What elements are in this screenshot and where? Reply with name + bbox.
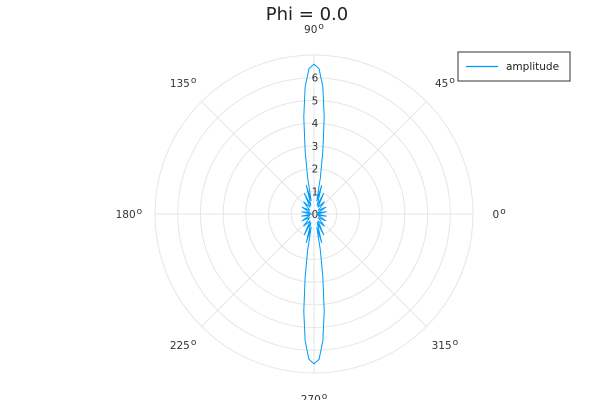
chart-title: Phi = 0.0 [266, 4, 348, 25]
radial-tick-label: 5 [312, 95, 319, 107]
series-line-amplitude [301, 63, 327, 365]
radial-tick-label: 3 [312, 141, 319, 153]
radial-tick-label: 2 [312, 164, 319, 176]
legend-label-amplitude: amplitude [506, 61, 559, 73]
angular-tick-label: 270o [301, 392, 328, 400]
radial-tick-label: 0 [312, 209, 319, 221]
series-layer [301, 63, 327, 365]
grid-spoke [201, 101, 315, 215]
angular-tick-label: 0o [493, 207, 507, 221]
radial-tick-labels: 0 1 2 3 4 5 6 [312, 73, 319, 221]
polar-grid [154, 54, 474, 374]
radial-tick-label: 6 [312, 73, 319, 85]
legend-box [457, 51, 571, 82]
legend: amplitude [457, 51, 571, 82]
radial-tick-label: 1 [312, 186, 319, 198]
grid-spoke [313, 213, 427, 327]
radial-tick-label: 4 [312, 118, 319, 130]
angular-tick-label: 45o [435, 76, 455, 90]
grid-spoke [201, 213, 315, 327]
grid-spoke [313, 101, 427, 215]
angular-tick-label: 135o [170, 76, 197, 90]
angular-tick-label: 225o [170, 338, 197, 352]
angular-tick-label: 315o [432, 338, 459, 352]
angular-tick-label: 180o [116, 207, 143, 221]
